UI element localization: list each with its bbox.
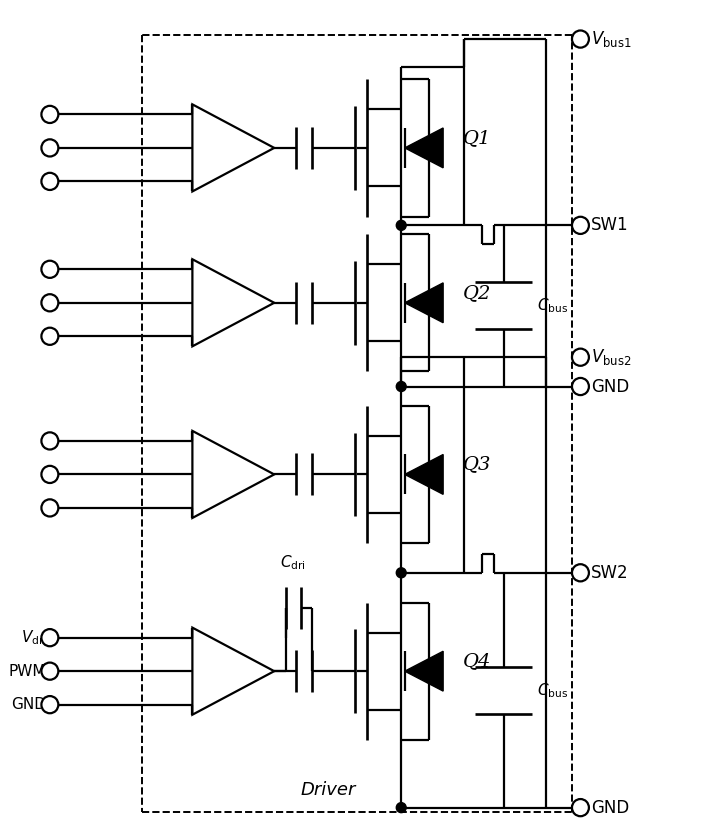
Text: $C_{\mathrm{dri}}$: $C_{\mathrm{dri}}$ <box>280 554 306 572</box>
Text: $V_{\mathrm{dri}}$: $V_{\mathrm{dri}}$ <box>21 628 47 647</box>
Text: $V_{\mathrm{bus2}}$: $V_{\mathrm{bus2}}$ <box>591 347 631 367</box>
Circle shape <box>396 220 406 230</box>
Circle shape <box>42 294 58 312</box>
Text: PWM: PWM <box>9 664 47 679</box>
Circle shape <box>396 803 406 812</box>
Circle shape <box>42 433 58 449</box>
Text: Q4: Q4 <box>462 652 491 670</box>
Text: Driver: Driver <box>301 781 356 800</box>
Circle shape <box>572 349 589 365</box>
Circle shape <box>572 30 589 48</box>
Text: SW2: SW2 <box>591 564 629 582</box>
Text: Q1: Q1 <box>462 129 491 147</box>
Circle shape <box>42 106 58 123</box>
Circle shape <box>42 260 58 278</box>
Circle shape <box>42 139 58 156</box>
Text: $C_{\mathrm{bus}}$: $C_{\mathrm{bus}}$ <box>537 297 569 315</box>
Text: Q2: Q2 <box>462 284 491 302</box>
Circle shape <box>572 378 589 395</box>
Text: $C_{\mathrm{bus}}$: $C_{\mathrm{bus}}$ <box>537 681 569 700</box>
Circle shape <box>42 328 58 345</box>
Text: GND: GND <box>11 697 47 712</box>
Polygon shape <box>405 128 443 168</box>
Text: SW1: SW1 <box>591 217 629 234</box>
Polygon shape <box>405 283 443 323</box>
Circle shape <box>396 381 406 391</box>
Circle shape <box>42 173 58 190</box>
Polygon shape <box>405 651 443 691</box>
Text: Q3: Q3 <box>462 455 491 474</box>
Text: $V_{\mathrm{bus1}}$: $V_{\mathrm{bus1}}$ <box>591 29 632 49</box>
Circle shape <box>42 629 58 646</box>
Circle shape <box>572 564 589 581</box>
Circle shape <box>42 466 58 483</box>
Circle shape <box>396 568 406 578</box>
Circle shape <box>42 696 58 713</box>
Text: GND: GND <box>591 377 629 396</box>
Circle shape <box>42 499 58 517</box>
Circle shape <box>572 799 589 816</box>
Polygon shape <box>405 454 443 495</box>
Text: GND: GND <box>591 799 629 816</box>
Circle shape <box>42 663 58 680</box>
Circle shape <box>572 217 589 234</box>
